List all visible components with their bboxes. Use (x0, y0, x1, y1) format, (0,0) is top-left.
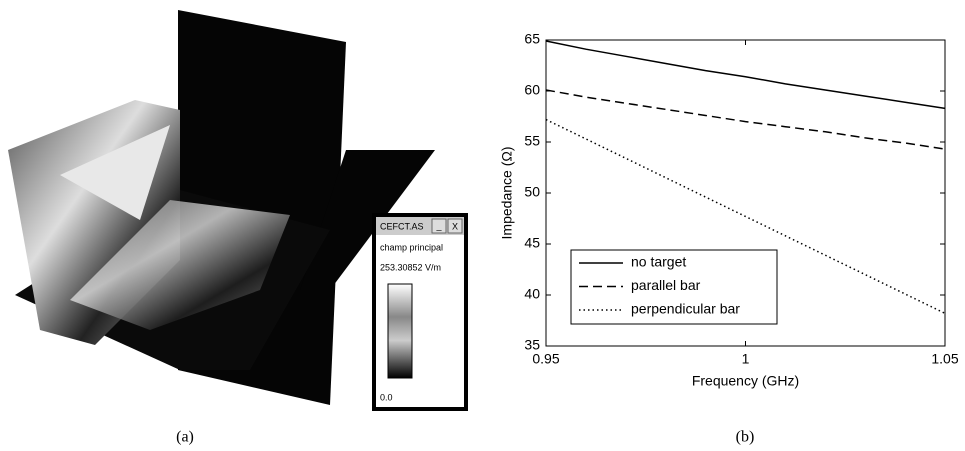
minimize-label: _ (435, 220, 442, 230)
legend-label: parallel bar (631, 277, 701, 293)
field-name: champ principal (380, 242, 443, 252)
x-tick-label: 1 (742, 351, 750, 367)
legend-label: no target (631, 254, 686, 270)
y-tick-label: 65 (524, 31, 540, 47)
max-value: 253.30852 V/m (380, 262, 441, 272)
close-label: X (452, 221, 458, 231)
legend-window: CEFCT.AS _ X champ principal 253.30852 V… (374, 215, 466, 409)
y-tick-label: 50 (524, 184, 540, 200)
min-value: 0.0 (380, 392, 393, 402)
series-line (546, 41, 945, 108)
y-tick-label: 55 (524, 133, 540, 149)
render-3d (8, 10, 435, 405)
legend-label: perpendicular bar (631, 301, 740, 317)
y-tick-label: 60 (524, 82, 540, 98)
caption: (a) (176, 429, 194, 446)
figure: CEFCT.AS _ X champ principal 253.30852 V… (0, 0, 965, 451)
y-axis-label: Impedance (Ω) (499, 147, 515, 240)
x-axis-label: Frequency (GHz) (692, 373, 799, 389)
y-tick-label: 40 (524, 286, 540, 302)
window-title: CEFCT.AS (380, 221, 424, 231)
y-tick-label: 45 (524, 235, 540, 251)
x-tick-label: 1.05 (931, 351, 958, 367)
x-tick-label: 0.95 (532, 351, 559, 367)
caption: (b) (736, 429, 755, 446)
colorbar (388, 284, 412, 378)
